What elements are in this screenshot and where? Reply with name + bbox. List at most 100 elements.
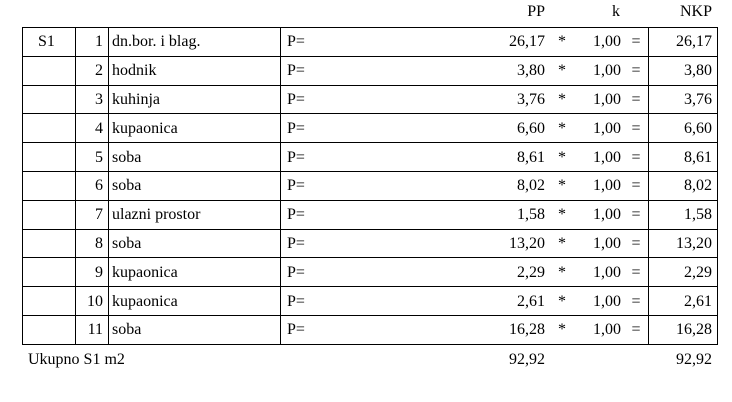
operator: =	[631, 235, 641, 252]
k-value: 1,00	[593, 206, 621, 224]
table-border	[22, 55, 718, 57]
room-name: soba	[112, 235, 142, 252]
group-label: S1	[38, 33, 55, 51]
operator: *	[558, 177, 566, 195]
row-number: 10	[87, 292, 103, 310]
table-border	[22, 228, 718, 230]
operator: *	[558, 235, 566, 252]
room-name: ulazni prostor	[112, 206, 201, 224]
room-name: hodnik	[112, 62, 157, 80]
operator: *	[558, 91, 566, 108]
nkp-value: 2,61	[684, 292, 712, 310]
table-border	[22, 315, 718, 316]
operator: =	[631, 33, 641, 51]
room-name: soba	[112, 148, 142, 166]
operator: *	[558, 62, 566, 80]
operator: =	[631, 263, 641, 281]
k-value: 1,00	[593, 263, 621, 281]
table-border	[108, 27, 109, 345]
row-number: 6	[95, 177, 103, 195]
formula-label: P=	[287, 33, 305, 51]
pp-value: 26,17	[509, 33, 545, 51]
pp-value: 2,29	[517, 263, 545, 281]
table-border	[22, 27, 718, 28]
room-name: soba	[112, 321, 142, 339]
table-border	[22, 199, 718, 201]
nkp-value: 8,02	[684, 177, 712, 195]
column-header: PP	[527, 3, 545, 20]
nkp-value: 3,76	[684, 91, 712, 108]
k-value: 1,00	[593, 91, 621, 108]
room-name: kuhinja	[112, 91, 160, 108]
formula-label: P=	[287, 91, 305, 108]
pp-value: 1,58	[517, 206, 545, 224]
nkp-value: 16,28	[676, 321, 712, 339]
operator: =	[631, 91, 641, 108]
nkp-value: 1,58	[684, 206, 712, 224]
pp-value: 3,80	[517, 62, 545, 80]
row-number: 2	[95, 62, 103, 80]
operator: *	[558, 206, 566, 224]
operator: *	[558, 292, 566, 310]
room-name: dn.bor. i blag.	[112, 33, 201, 51]
k-value: 1,00	[593, 119, 621, 137]
operator: =	[631, 206, 641, 224]
k-value: 1,00	[593, 292, 621, 310]
pp-value: 16,28	[509, 321, 545, 339]
total-nkp: 92,92	[676, 350, 712, 368]
row-number: 1	[95, 33, 103, 51]
room-name: kupaonica	[112, 263, 178, 281]
row-number: 7	[95, 206, 103, 224]
row-number: 11	[87, 321, 103, 339]
room-name: soba	[112, 177, 142, 195]
nkp-value: 3,80	[684, 62, 712, 80]
table-border	[22, 171, 718, 172]
formula-label: P=	[287, 148, 305, 166]
formula-label: P=	[287, 263, 305, 281]
operator: =	[631, 177, 641, 195]
row-number: 9	[95, 263, 103, 281]
table-border	[648, 27, 649, 345]
nkp-value: 8,61	[684, 148, 712, 166]
total-label: Ukupno S1 m2	[28, 350, 125, 368]
formula-label: P=	[287, 235, 305, 252]
k-value: 1,00	[593, 321, 621, 339]
table-border	[22, 113, 718, 115]
operator: =	[631, 62, 641, 80]
operator: =	[631, 148, 641, 166]
k-value: 1,00	[593, 148, 621, 166]
column-header: NKP	[679, 3, 712, 20]
row-number: 8	[95, 235, 103, 252]
row-number: 5	[95, 148, 103, 166]
k-value: 1,00	[593, 235, 621, 252]
nkp-value: 6,60	[684, 119, 712, 137]
formula-label: P=	[287, 177, 305, 195]
table-border	[717, 27, 718, 345]
row-number: 4	[95, 119, 103, 137]
operator: *	[558, 119, 566, 137]
formula-label: P=	[287, 321, 305, 339]
k-value: 1,00	[593, 177, 621, 195]
table-border	[22, 142, 718, 144]
table-border	[22, 27, 23, 345]
formula-label: P=	[287, 62, 305, 80]
table-border	[280, 27, 281, 345]
operator: *	[558, 263, 566, 281]
table-border	[22, 257, 718, 259]
pp-value: 13,20	[509, 235, 545, 252]
total-pp: 92,92	[509, 350, 545, 368]
pp-value: 2,61	[517, 292, 545, 310]
nkp-value: 26,17	[676, 33, 712, 51]
operator: *	[558, 33, 566, 51]
operator: =	[631, 119, 641, 137]
row-number: 3	[95, 91, 103, 108]
operator: =	[631, 321, 641, 339]
pp-value: 3,76	[517, 91, 545, 108]
pp-value: 8,02	[517, 177, 545, 195]
formula-label: P=	[287, 119, 305, 137]
operator: =	[631, 292, 641, 310]
table-border	[22, 84, 718, 86]
formula-label: P=	[287, 206, 305, 224]
table-border	[22, 286, 718, 288]
